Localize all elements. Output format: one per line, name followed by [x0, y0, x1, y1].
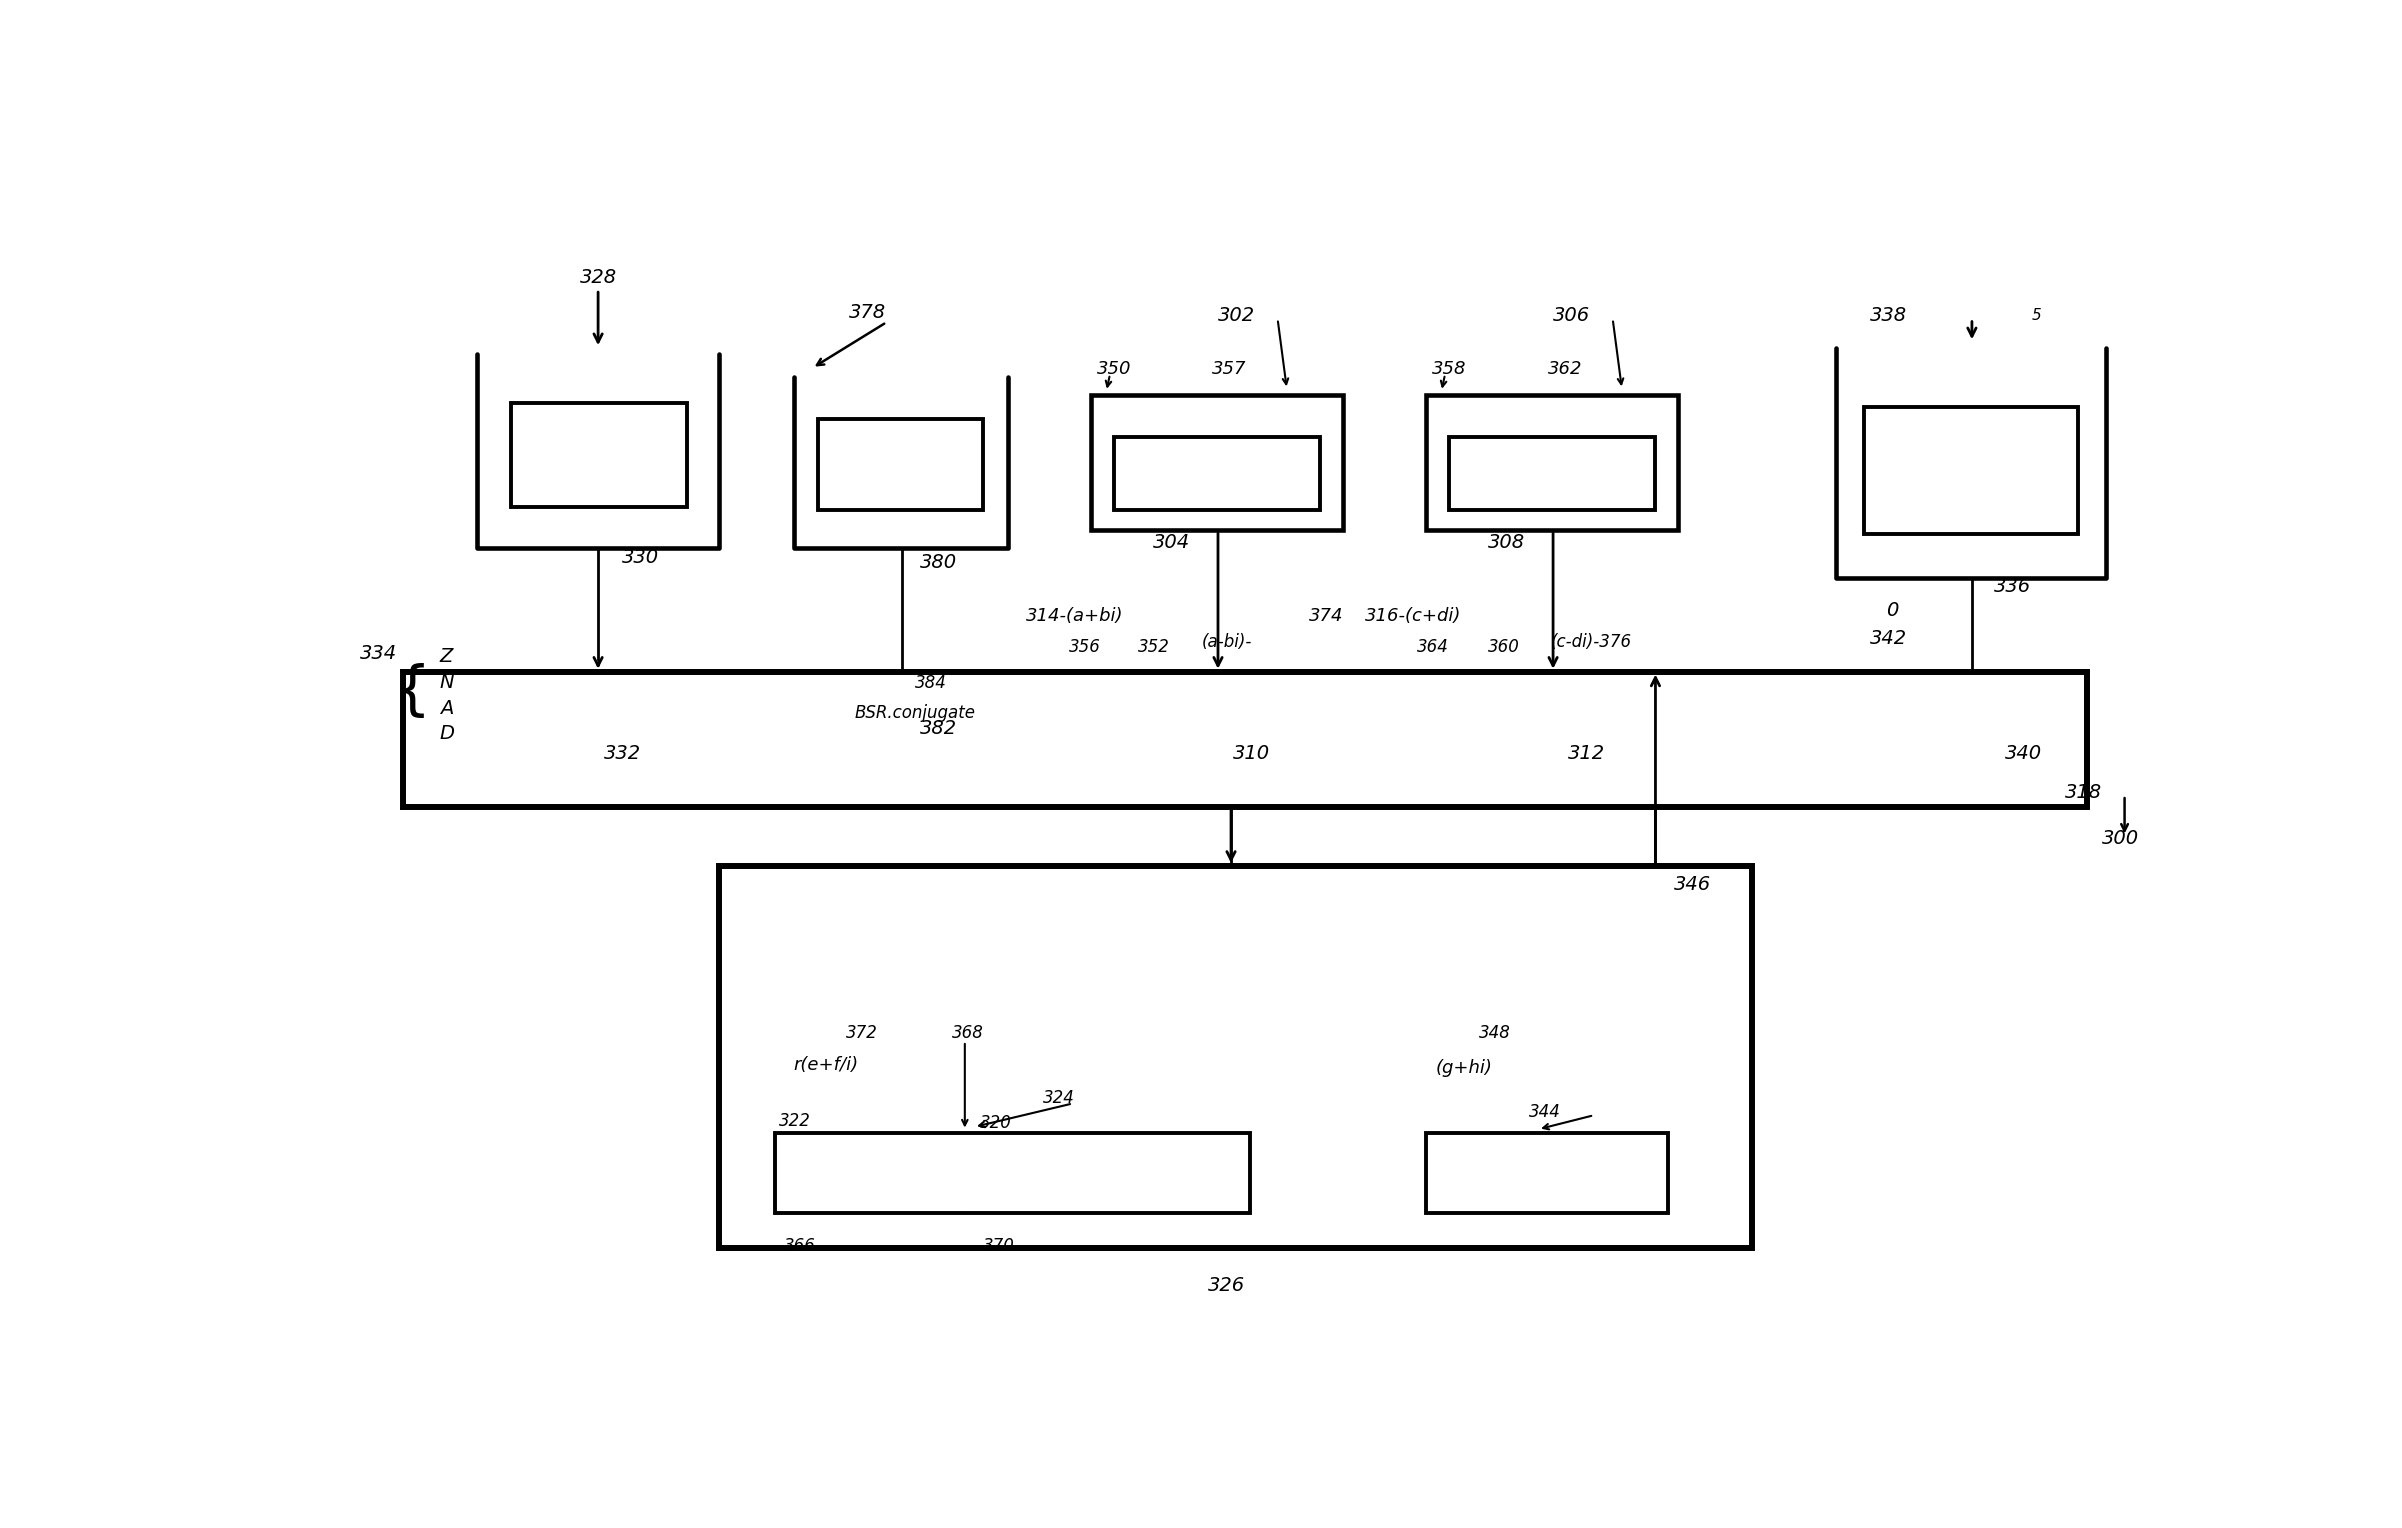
Text: 336: 336: [1994, 578, 2032, 596]
Text: 334: 334: [360, 645, 396, 663]
Text: 322: 322: [778, 1112, 809, 1131]
Text: {: {: [394, 663, 430, 720]
Text: 362: 362: [1547, 361, 1583, 379]
Text: 308: 308: [1487, 533, 1525, 552]
Text: BSR.conjugate: BSR.conjugate: [855, 704, 975, 721]
Bar: [1427, 1132, 1669, 1213]
Text: 0: 0: [1886, 601, 1898, 620]
Bar: [1091, 396, 1343, 530]
Text: 316-(c+di): 316-(c+di): [1364, 607, 1460, 625]
Text: 356: 356: [1069, 637, 1100, 656]
Text: 360: 360: [1487, 637, 1520, 656]
Text: 348: 348: [1480, 1024, 1511, 1042]
Text: 306: 306: [1554, 306, 1590, 324]
Bar: [1115, 437, 1321, 510]
Text: 380: 380: [920, 553, 958, 571]
Bar: [817, 419, 982, 510]
Text: 368: 368: [951, 1024, 985, 1042]
Text: 328: 328: [579, 267, 617, 287]
Text: 382: 382: [920, 718, 958, 738]
Text: 352: 352: [1139, 637, 1170, 656]
Text: 318: 318: [2066, 784, 2102, 802]
Text: 370: 370: [982, 1236, 1016, 1254]
Text: 350: 350: [1098, 361, 1131, 379]
Text: 372: 372: [846, 1024, 877, 1042]
Text: 384: 384: [915, 674, 946, 692]
Text: 366: 366: [783, 1236, 817, 1254]
Text: 312: 312: [1569, 744, 1605, 764]
Text: 358: 358: [1432, 361, 1468, 379]
Text: 338: 338: [1869, 306, 1907, 324]
Bar: [1864, 406, 2078, 533]
Text: 340: 340: [2006, 744, 2042, 764]
Text: 346: 346: [1674, 876, 1710, 894]
Text: N: N: [440, 672, 454, 692]
Text: r(e+f/i): r(e+f/i): [793, 1056, 858, 1074]
Text: (a-bi)-: (a-bi)-: [1201, 633, 1251, 651]
Text: A: A: [440, 698, 454, 718]
Bar: [1448, 437, 1655, 510]
Text: 320: 320: [980, 1114, 1011, 1132]
Text: 314-(a+bi): 314-(a+bi): [1026, 607, 1124, 625]
Text: 357: 357: [1213, 361, 1247, 379]
Text: (c-di)-376: (c-di)-376: [1552, 633, 1633, 651]
Bar: [1427, 396, 1677, 530]
Text: 310: 310: [1232, 744, 1271, 764]
Text: 5: 5: [2032, 307, 2042, 322]
Text: 302: 302: [1218, 306, 1256, 324]
Text: 300: 300: [2102, 830, 2140, 848]
Text: 304: 304: [1153, 533, 1189, 552]
Text: 374: 374: [1309, 607, 1343, 625]
Text: 364: 364: [1417, 637, 1448, 656]
Text: 326: 326: [1208, 1276, 1244, 1296]
Text: 330: 330: [622, 549, 661, 567]
Text: D: D: [440, 724, 454, 744]
Text: (g+hi): (g+hi): [1436, 1059, 1492, 1077]
Text: 324: 324: [1042, 1088, 1074, 1106]
Text: 378: 378: [850, 303, 886, 322]
Text: 344: 344: [1530, 1103, 1561, 1120]
Bar: [512, 403, 687, 507]
Text: Z: Z: [440, 646, 454, 666]
Text: 332: 332: [603, 744, 641, 764]
Bar: [718, 866, 1753, 1248]
Text: 342: 342: [1869, 630, 1907, 648]
Bar: [776, 1132, 1249, 1213]
Bar: [404, 672, 2087, 807]
